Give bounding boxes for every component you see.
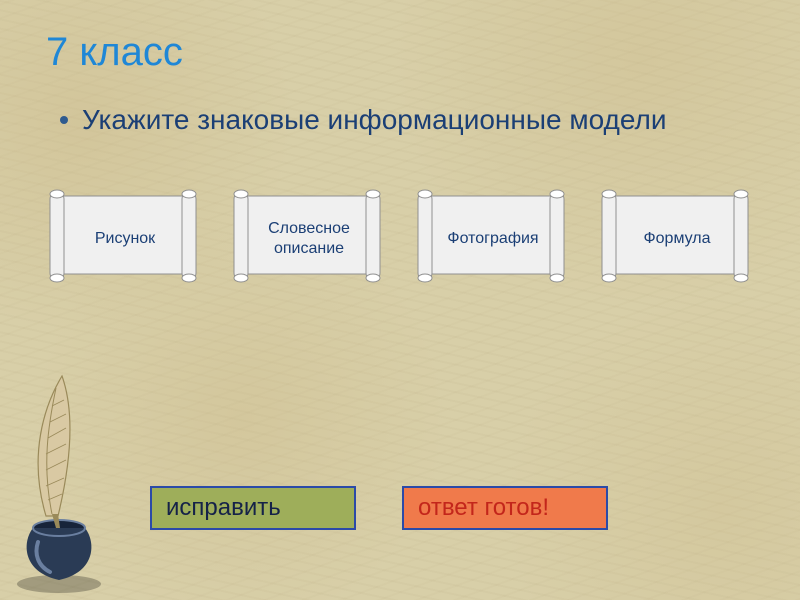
bullet-icon: [60, 116, 68, 124]
slide-root: 7 класс Укажите знаковые информационные …: [0, 0, 800, 600]
option-card[interactable]: Словесное описание: [226, 186, 386, 286]
options-container: Рисунок Словесное описание Фотография Форму…: [42, 186, 754, 286]
page-title: 7 класс: [46, 30, 183, 75]
option-label: Словесное описание: [250, 210, 368, 268]
option-label: Формула: [618, 210, 736, 268]
inkpot-icon: [17, 514, 101, 593]
question-row: Укажите знаковые информационные модели: [60, 104, 667, 136]
ready-button[interactable]: ответ готов!: [402, 486, 608, 530]
action-buttons: исправить ответ готов!: [150, 486, 608, 530]
option-label: Фотография: [434, 210, 552, 268]
option-card[interactable]: Фотография: [410, 186, 570, 286]
option-card[interactable]: Формула: [594, 186, 754, 286]
quill-ink-icon: [4, 366, 134, 596]
question-text: Укажите знаковые информационные модели: [82, 104, 667, 136]
option-card[interactable]: Рисунок: [42, 186, 202, 286]
fix-button[interactable]: исправить: [150, 486, 356, 530]
feather-icon: [38, 376, 70, 516]
option-label: Рисунок: [66, 210, 184, 268]
